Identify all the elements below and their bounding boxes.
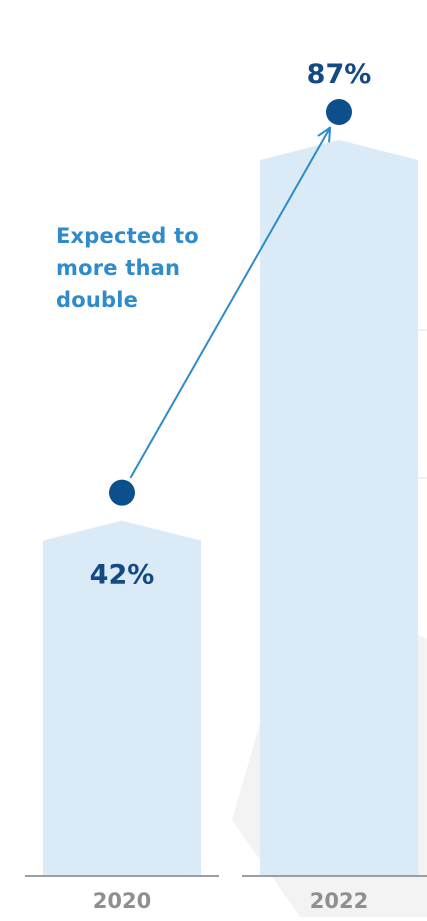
bar-2020 [43, 520, 201, 876]
value-label-2022: 87% [307, 59, 372, 90]
annotation-line-3: double [56, 288, 139, 312]
value-label-2020: 42% [90, 560, 155, 591]
marker-dot-2020 [109, 479, 135, 506]
trend-arrow-group [109, 98, 352, 506]
tick-label-2020: 2020 [93, 889, 151, 913]
tick-label-2022: 2022 [310, 889, 368, 913]
trend-arrow-head [317, 126, 332, 143]
x-axis: 2020 2022 [25, 875, 427, 913]
bar-2022 [260, 139, 418, 877]
annotation-line-1: Expected to [56, 224, 199, 248]
bars-group [43, 139, 418, 877]
annotation-line-2: more than [56, 256, 181, 280]
marker-dot-2022 [326, 98, 352, 125]
value-labels-group: 42% 87% [90, 59, 372, 591]
annotation-text: Expected to more than double [56, 220, 246, 316]
trend-arrow-line [129, 127, 331, 479]
